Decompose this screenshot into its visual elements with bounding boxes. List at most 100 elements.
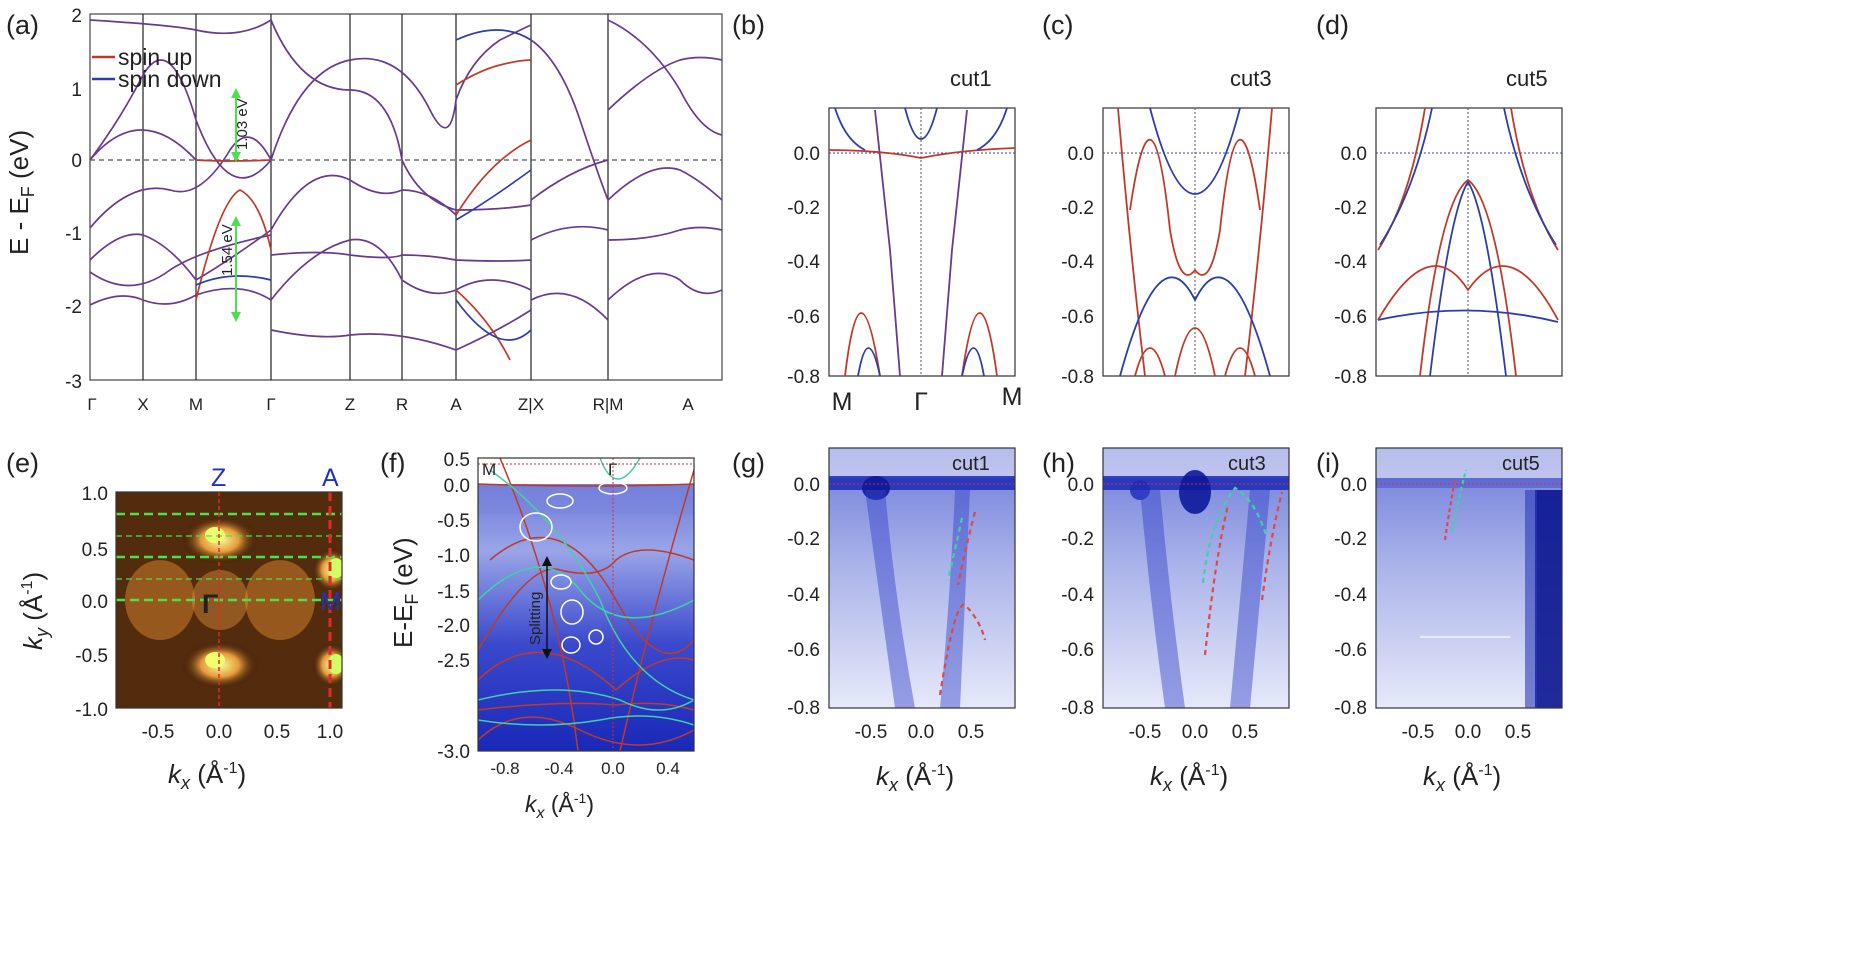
y-ticks: 0.0 -0.2 -0.4 -0.6 -0.8 xyxy=(787,144,820,388)
svg-text:-2.0: -2.0 xyxy=(437,616,470,637)
svg-text:-2: -2 xyxy=(65,297,82,318)
svg-text:Γ: Γ xyxy=(914,388,928,416)
svg-text:-0.5: -0.5 xyxy=(437,511,470,532)
svg-text:M: M xyxy=(832,388,853,416)
y-ticks: 0.0 -0.2 -0.4 -0.6 -0.8 xyxy=(1334,144,1367,388)
svg-text:-0.8: -0.8 xyxy=(787,698,820,719)
svg-text:M: M xyxy=(189,395,203,414)
svg-text:-0.6: -0.6 xyxy=(787,640,820,661)
guide-cyan xyxy=(1450,469,1468,533)
x-ticks: -0.8 -0.4 0.0 0.4 xyxy=(490,759,679,778)
gap-annotations: 1.03 eV 1.54 eV xyxy=(219,88,251,322)
y-axis-label: ky (Å-1) xyxy=(18,572,52,650)
svg-text:-0.5: -0.5 xyxy=(142,722,175,743)
guide-red xyxy=(1203,504,1230,656)
cut-label: cut5 xyxy=(1506,66,1548,91)
gamma-point-label: Γ xyxy=(608,460,617,479)
svg-text:0.0: 0.0 xyxy=(1068,475,1094,496)
svg-text:-0.5: -0.5 xyxy=(75,646,108,667)
band-curves xyxy=(829,108,1015,376)
guide-red xyxy=(1443,479,1457,541)
cut-label: cut3 xyxy=(1230,66,1272,91)
svg-text:0.5: 0.5 xyxy=(264,722,290,743)
plot-frame xyxy=(1375,107,1563,377)
svg-text:-0.5: -0.5 xyxy=(1402,722,1435,743)
plot-frame xyxy=(1375,447,1563,709)
x-ticks: -0.5 0.0 0.5 xyxy=(1129,722,1259,743)
x-ticks: -0.5 0.0 0.5 xyxy=(855,722,985,743)
plot-frame xyxy=(1102,447,1290,709)
svg-text:Z: Z xyxy=(211,464,226,492)
svg-text:0.0: 0.0 xyxy=(1068,144,1094,165)
svg-text:M: M xyxy=(320,588,341,616)
svg-text:-0.4: -0.4 xyxy=(1334,585,1367,606)
svg-text:-0.8: -0.8 xyxy=(787,367,820,388)
y-axis-label: E - EF (eV) xyxy=(4,130,38,255)
panel-b: (b) cut1 0.0 -0.2 -0.4 -0.6 -0.8 M Γ M xyxy=(732,10,1022,416)
panel-i: (i) cut5 0.0 -0.2 -0.4 -0.6 -0.8 -0.5 0.… xyxy=(1316,447,1563,795)
y-ticks: 0.0 -0.2 -0.4 -0.6 -0.8 xyxy=(1061,475,1094,719)
svg-text:-0.4: -0.4 xyxy=(1061,252,1094,273)
svg-text:1.0: 1.0 xyxy=(317,722,343,743)
svg-text:R|M: R|M xyxy=(593,395,624,414)
plot-frame xyxy=(477,457,695,752)
symmetry-point-labels: Z A M xyxy=(211,464,341,616)
svg-text:0.0: 0.0 xyxy=(1455,722,1481,743)
plot-frame xyxy=(89,13,723,381)
svg-text:R: R xyxy=(396,395,408,414)
guide-red xyxy=(956,511,977,586)
guide-cyan xyxy=(946,517,964,581)
svg-text:-0.6: -0.6 xyxy=(1061,307,1094,328)
panel-label: (a) xyxy=(6,10,39,40)
cut-label: cut1 xyxy=(952,453,990,475)
band-curves xyxy=(1377,108,1559,376)
svg-text:Z|X: Z|X xyxy=(518,395,544,414)
guide-cyan xyxy=(1201,486,1268,584)
svg-text:0.5: 0.5 xyxy=(958,722,984,743)
svg-text:-3.0: -3.0 xyxy=(437,742,470,763)
panel-label: (e) xyxy=(6,448,39,478)
arpes-image xyxy=(478,458,694,751)
svg-text:-0.8: -0.8 xyxy=(1334,367,1367,388)
plot-frame xyxy=(828,447,1016,709)
svg-text:-0.4: -0.4 xyxy=(544,759,573,778)
svg-text:-0.8: -0.8 xyxy=(1061,698,1094,719)
svg-text:-0.6: -0.6 xyxy=(1334,640,1367,661)
svg-text:-0.8: -0.8 xyxy=(1061,367,1094,388)
svg-text:-3: -3 xyxy=(65,372,82,393)
panel-c: (c) cut3 0.0 -0.2 -0.4 -0.6 -0.8 xyxy=(1042,10,1290,388)
y-ticks: 0.0 -0.2 -0.4 -0.6 -0.8 xyxy=(1334,475,1367,719)
svg-text:A: A xyxy=(450,395,462,414)
panel-label: (i) xyxy=(1316,448,1340,478)
svg-text:0.5: 0.5 xyxy=(1232,722,1258,743)
svg-text:-0.6: -0.6 xyxy=(1061,640,1094,661)
panel-label: (g) xyxy=(732,448,765,478)
svg-text:0.0: 0.0 xyxy=(794,144,820,165)
gap-label-2: 1.54 eV xyxy=(219,224,236,276)
x-axis-label: kx (Å-1) xyxy=(525,790,594,822)
high-symmetry-lines xyxy=(142,14,609,380)
svg-text:0: 0 xyxy=(71,151,82,172)
svg-text:-0.5: -0.5 xyxy=(855,722,888,743)
k-path-labels: Γ X M Γ Z R A Z|X R|M A xyxy=(87,395,694,414)
svg-text:-0.6: -0.6 xyxy=(787,307,820,328)
cut-guide-lines xyxy=(116,512,342,602)
svg-text:0.0: 0.0 xyxy=(1182,722,1208,743)
svg-text:-0.5: -0.5 xyxy=(1129,722,1162,743)
x-axis-label: kx (Å-1) xyxy=(1150,761,1228,795)
svg-text:-0.4: -0.4 xyxy=(787,585,820,606)
y-axis-label: E-EF (eV) xyxy=(388,537,422,648)
gamma-label: Γ xyxy=(202,589,218,619)
svg-text:-0.2: -0.2 xyxy=(787,198,820,219)
x-labels: M Γ M xyxy=(832,383,1023,416)
x-axis-label: kx (Å-1) xyxy=(876,761,954,795)
panel-g: (g) cut1 0.0 -0.2 -0.4 -0.6 -0.8 -0.5 0.… xyxy=(732,447,1016,795)
x-axis-label: kx (Å-1) xyxy=(168,759,246,793)
svg-text:-0.2: -0.2 xyxy=(1334,198,1367,219)
svg-text:-0.6: -0.6 xyxy=(1334,307,1367,328)
panel-label: (b) xyxy=(732,10,765,40)
svg-text:0.0: 0.0 xyxy=(206,722,232,743)
svg-text:-0.2: -0.2 xyxy=(1334,529,1367,550)
y-ticks: 0.0 -0.2 -0.4 -0.6 -0.8 xyxy=(1061,144,1094,388)
panel-label: (d) xyxy=(1316,10,1349,40)
